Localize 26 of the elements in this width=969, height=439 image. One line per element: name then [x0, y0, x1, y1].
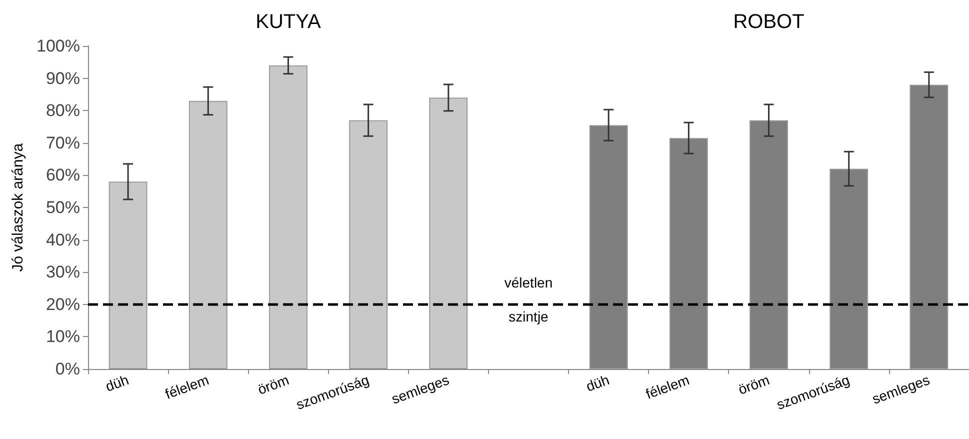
y-tick-label: 50%: [46, 198, 80, 217]
x-tick-label: félelem: [162, 371, 211, 402]
text: véletlen szintje: [504, 274, 553, 324]
y-tick-label: 40%: [46, 230, 80, 250]
bar: [269, 65, 308, 369]
x-tick-label: düh: [584, 371, 612, 395]
bar: [188, 100, 228, 369]
x-tick-label: öröm: [256, 371, 291, 398]
y-tick-label: 80%: [46, 101, 80, 120]
text: KUTYA: [256, 11, 322, 33]
y-tick-label: 30%: [46, 262, 80, 282]
y-tick-label: 60%: [46, 166, 80, 185]
y-tick-label: 20%: [46, 294, 80, 314]
y-axis-title: Jó válaszok aránya: [10, 142, 27, 272]
text: ROBOT: [733, 11, 804, 33]
y-tick-label: 0%: [55, 360, 80, 378]
x-tick-label: öröm: [736, 371, 772, 398]
x-tick-label: félelem: [644, 371, 692, 402]
bar: [349, 120, 388, 369]
bar: [429, 98, 468, 369]
y-tick-label: 10%: [46, 327, 80, 346]
bar: [108, 182, 148, 369]
y-tick-label: 70%: [46, 133, 80, 152]
x-tick-label: düh: [103, 371, 131, 395]
y-tick-label: 100%: [36, 36, 80, 56]
y-tick-label: 90%: [46, 68, 80, 88]
